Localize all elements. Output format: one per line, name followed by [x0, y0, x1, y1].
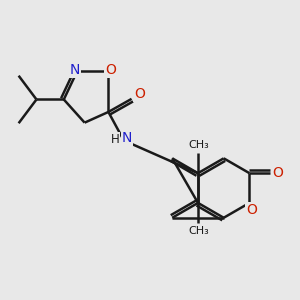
Text: O: O [134, 86, 145, 100]
Text: O: O [105, 63, 116, 77]
Text: O: O [272, 166, 284, 180]
Text: N: N [70, 63, 80, 77]
Text: O: O [246, 203, 257, 217]
Text: N: N [122, 131, 132, 145]
Text: CH₃: CH₃ [188, 140, 209, 150]
Text: H: H [111, 133, 119, 146]
Text: CH₃: CH₃ [188, 226, 209, 236]
